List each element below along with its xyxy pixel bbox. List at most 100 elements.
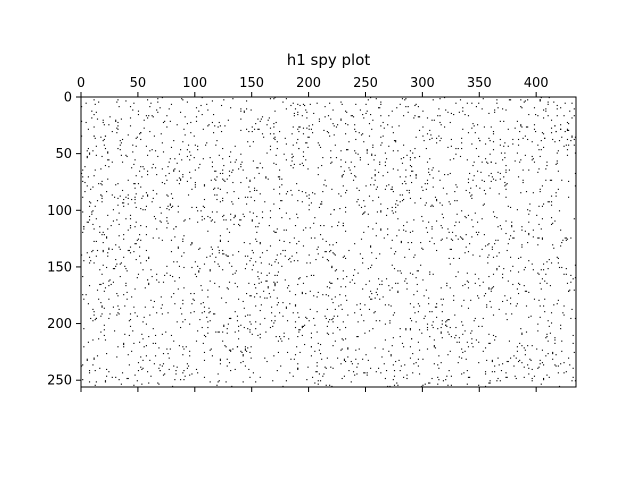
nonzero-entry bbox=[524, 154, 526, 156]
nonzero-entry bbox=[464, 215, 466, 218]
nonzero-entry bbox=[192, 298, 194, 300]
nonzero-entry bbox=[379, 161, 381, 163]
nonzero-entry bbox=[392, 364, 394, 366]
nonzero-entry bbox=[260, 272, 262, 274]
nonzero-entry bbox=[140, 262, 142, 264]
nonzero-entry bbox=[94, 169, 96, 171]
nonzero-entry bbox=[449, 172, 451, 175]
nonzero-entry bbox=[488, 112, 490, 114]
nonzero-entry bbox=[244, 349, 246, 351]
nonzero-entry bbox=[161, 97, 163, 99]
nonzero-entry bbox=[108, 317, 110, 320]
nonzero-entry bbox=[173, 340, 175, 342]
nonzero-entry bbox=[548, 325, 550, 327]
nonzero-entry bbox=[436, 316, 438, 318]
nonzero-entry bbox=[93, 311, 95, 313]
nonzero-entry bbox=[107, 178, 109, 180]
nonzero-entry bbox=[380, 103, 382, 105]
nonzero-entry bbox=[475, 106, 477, 108]
nonzero-entry bbox=[556, 115, 558, 117]
nonzero-entry bbox=[470, 299, 472, 301]
nonzero-entry bbox=[297, 113, 299, 116]
nonzero-entry bbox=[174, 158, 176, 160]
nonzero-entry bbox=[484, 373, 487, 375]
nonzero-entry bbox=[528, 373, 530, 375]
nonzero-entry bbox=[512, 265, 514, 267]
nonzero-entry bbox=[273, 230, 275, 232]
nonzero-entry bbox=[332, 302, 334, 304]
nonzero-entry bbox=[276, 228, 278, 230]
nonzero-entry bbox=[432, 186, 434, 188]
nonzero-entry bbox=[161, 142, 163, 144]
nonzero-entry bbox=[207, 296, 209, 298]
nonzero-entry bbox=[142, 269, 144, 271]
nonzero-entry bbox=[466, 383, 468, 385]
nonzero-entry bbox=[209, 255, 211, 257]
nonzero-entry bbox=[513, 237, 515, 239]
nonzero-entry bbox=[516, 152, 518, 154]
nonzero-entry bbox=[271, 264, 273, 266]
nonzero-entry bbox=[480, 171, 482, 173]
nonzero-entry bbox=[457, 362, 459, 364]
nonzero-entry bbox=[253, 283, 256, 286]
nonzero-entry bbox=[412, 273, 414, 275]
nonzero-entry bbox=[132, 151, 134, 153]
nonzero-entry bbox=[447, 146, 449, 148]
nonzero-entry bbox=[440, 331, 442, 333]
nonzero-entry bbox=[91, 110, 93, 112]
nonzero-entry bbox=[461, 373, 463, 375]
nonzero-entry bbox=[191, 373, 193, 375]
nonzero-entry bbox=[230, 317, 232, 320]
nonzero-entry bbox=[541, 349, 543, 351]
nonzero-entry bbox=[329, 384, 331, 386]
nonzero-entry bbox=[332, 123, 334, 125]
nonzero-entry bbox=[93, 358, 95, 360]
nonzero-entry bbox=[166, 272, 168, 274]
nonzero-entry bbox=[154, 218, 157, 220]
nonzero-entry bbox=[135, 193, 137, 195]
nonzero-entry bbox=[182, 141, 184, 143]
nonzero-entry bbox=[100, 302, 102, 304]
nonzero-entry bbox=[175, 373, 177, 375]
nonzero-entry bbox=[524, 290, 526, 292]
nonzero-entry bbox=[102, 249, 104, 252]
nonzero-entry bbox=[453, 158, 455, 160]
nonzero-entry bbox=[372, 146, 374, 148]
nonzero-entry bbox=[445, 379, 447, 381]
nonzero-entry bbox=[148, 282, 150, 284]
nonzero-entry bbox=[158, 281, 160, 283]
nonzero-entry bbox=[462, 110, 464, 112]
nonzero-entry bbox=[429, 240, 431, 242]
nonzero-entry bbox=[436, 142, 438, 144]
nonzero-entry bbox=[177, 247, 179, 249]
nonzero-entry bbox=[359, 303, 361, 305]
nonzero-entry bbox=[365, 354, 367, 356]
nonzero-entry bbox=[458, 356, 460, 358]
nonzero-entry bbox=[191, 243, 193, 245]
nonzero-entry bbox=[189, 355, 191, 357]
nonzero-entry bbox=[547, 340, 549, 342]
nonzero-entry bbox=[242, 354, 244, 356]
nonzero-entry bbox=[537, 367, 539, 369]
nonzero-entry bbox=[349, 281, 351, 283]
nonzero-entry bbox=[231, 265, 233, 267]
nonzero-entry bbox=[356, 201, 358, 203]
nonzero-entry bbox=[531, 141, 533, 143]
nonzero-entry bbox=[213, 132, 215, 134]
nonzero-entry bbox=[310, 237, 312, 239]
nonzero-entry bbox=[161, 168, 163, 170]
nonzero-entry bbox=[106, 368, 108, 371]
nonzero-entry bbox=[111, 376, 113, 378]
nonzero-entry bbox=[331, 265, 333, 267]
nonzero-entry bbox=[405, 98, 407, 100]
nonzero-entry bbox=[515, 357, 517, 359]
nonzero-entry bbox=[154, 342, 157, 344]
nonzero-entry bbox=[395, 251, 397, 253]
nonzero-entry bbox=[250, 346, 252, 348]
nonzero-entry bbox=[274, 138, 276, 141]
nonzero-entry bbox=[531, 159, 533, 161]
nonzero-entry bbox=[82, 231, 84, 233]
nonzero-entry bbox=[432, 321, 434, 323]
nonzero-entry bbox=[98, 101, 100, 103]
nonzero-entry bbox=[112, 306, 114, 308]
